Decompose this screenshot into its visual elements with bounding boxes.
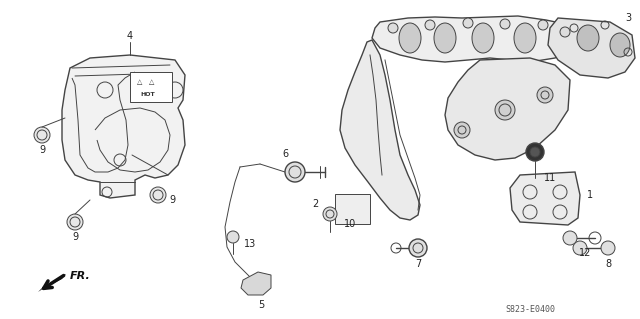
Polygon shape bbox=[241, 272, 271, 295]
Circle shape bbox=[409, 239, 427, 257]
Text: 7: 7 bbox=[415, 259, 421, 269]
Polygon shape bbox=[445, 58, 570, 160]
Text: 6: 6 bbox=[282, 149, 288, 159]
Circle shape bbox=[425, 20, 435, 30]
Text: 8: 8 bbox=[605, 259, 611, 269]
Ellipse shape bbox=[399, 23, 421, 53]
Polygon shape bbox=[62, 55, 185, 198]
Ellipse shape bbox=[514, 23, 536, 53]
Circle shape bbox=[538, 20, 548, 30]
Ellipse shape bbox=[434, 23, 456, 53]
Circle shape bbox=[463, 18, 473, 28]
Circle shape bbox=[560, 27, 570, 37]
Text: FR.: FR. bbox=[70, 271, 91, 281]
Text: 5: 5 bbox=[258, 300, 264, 310]
Circle shape bbox=[67, 214, 83, 230]
Polygon shape bbox=[548, 18, 635, 78]
Circle shape bbox=[227, 231, 239, 243]
Circle shape bbox=[150, 187, 166, 203]
Polygon shape bbox=[510, 172, 580, 225]
Text: △: △ bbox=[138, 79, 143, 85]
Polygon shape bbox=[38, 274, 66, 292]
Circle shape bbox=[500, 19, 510, 29]
Circle shape bbox=[573, 241, 587, 255]
Circle shape bbox=[323, 207, 337, 221]
Circle shape bbox=[454, 122, 470, 138]
Text: 10: 10 bbox=[344, 219, 356, 229]
Text: 4: 4 bbox=[127, 31, 133, 41]
Text: 1: 1 bbox=[587, 190, 593, 200]
Circle shape bbox=[34, 127, 50, 143]
Text: 9: 9 bbox=[39, 145, 45, 155]
Text: △: △ bbox=[149, 79, 155, 85]
Text: 11: 11 bbox=[544, 173, 556, 183]
Text: 13: 13 bbox=[244, 239, 256, 249]
Text: 9: 9 bbox=[72, 232, 78, 242]
Circle shape bbox=[495, 100, 515, 120]
Text: S823-E0400: S823-E0400 bbox=[505, 306, 555, 315]
Circle shape bbox=[388, 23, 398, 33]
Circle shape bbox=[285, 162, 305, 182]
Polygon shape bbox=[340, 40, 420, 220]
Text: HOT: HOT bbox=[140, 92, 155, 97]
Ellipse shape bbox=[577, 25, 599, 51]
Polygon shape bbox=[372, 16, 580, 62]
Circle shape bbox=[537, 87, 553, 103]
Circle shape bbox=[601, 241, 615, 255]
Text: 3: 3 bbox=[625, 13, 631, 23]
Polygon shape bbox=[335, 194, 370, 224]
Text: 12: 12 bbox=[579, 248, 591, 258]
Ellipse shape bbox=[610, 33, 630, 57]
Circle shape bbox=[526, 143, 544, 161]
Circle shape bbox=[530, 147, 540, 157]
Ellipse shape bbox=[472, 23, 494, 53]
Text: 2: 2 bbox=[312, 199, 318, 209]
FancyBboxPatch shape bbox=[130, 72, 172, 102]
Text: 9: 9 bbox=[169, 195, 175, 205]
Circle shape bbox=[563, 231, 577, 245]
